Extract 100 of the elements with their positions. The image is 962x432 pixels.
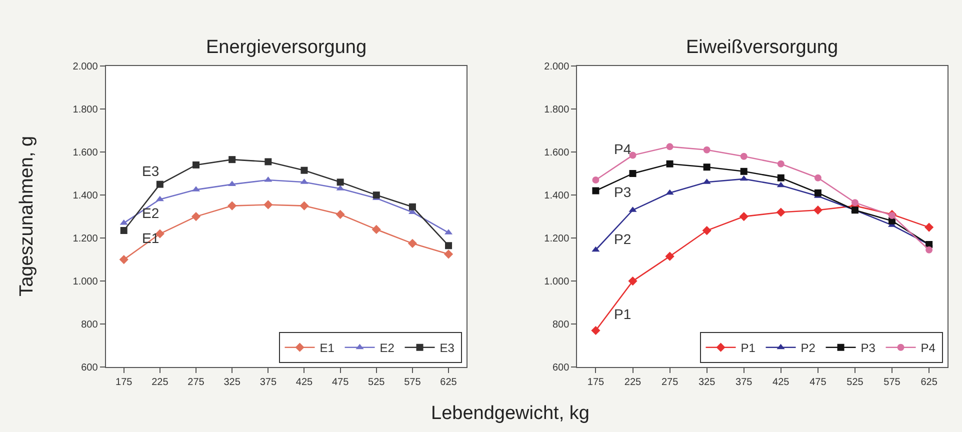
point: [408, 238, 418, 248]
x-tick-label: 275: [661, 377, 679, 388]
point: [445, 242, 452, 250]
point: [120, 227, 128, 234]
y-tick-label: 2.000: [72, 62, 98, 73]
annotation: P4: [614, 141, 632, 157]
point: [300, 166, 308, 174]
x-tick-label: 225: [152, 377, 169, 388]
y-tick-label: 1.400: [72, 190, 98, 202]
legend-label: E1: [320, 341, 335, 356]
point: [740, 152, 748, 160]
y-tick-label: 800: [552, 320, 570, 331]
x-tick-label: 425: [296, 377, 314, 388]
point: [703, 146, 710, 154]
y-tick-label: 1.200: [544, 234, 570, 245]
x-tick-label: 375: [260, 377, 277, 388]
point: [264, 158, 272, 166]
point: [372, 224, 381, 234]
point: [776, 208, 786, 217]
point: [776, 182, 785, 188]
y-axis-title: Tageszunahmen, g: [16, 136, 38, 296]
point: [814, 189, 822, 196]
point: [336, 178, 344, 186]
point: [592, 246, 600, 252]
point: [156, 180, 164, 188]
annotation: P2: [614, 231, 632, 247]
legend-label: E2: [380, 341, 395, 356]
point: [813, 206, 822, 215]
x-tick-label: 325: [698, 377, 716, 388]
point: [592, 187, 600, 194]
point: [372, 192, 380, 199]
point: [592, 176, 600, 184]
y-tick-label: 1.200: [72, 234, 98, 245]
point: [665, 252, 674, 261]
x-axis-title: Lebendgewicht, kg: [431, 403, 590, 424]
legend-label: P3: [860, 341, 876, 356]
annotation: E3: [142, 163, 160, 179]
x-tick-label: 425: [772, 377, 790, 388]
y-tick-label: 800: [81, 320, 98, 331]
x-tick-label: 575: [404, 377, 422, 388]
y-tick-label: 600: [552, 362, 570, 374]
point: [629, 152, 636, 159]
x-tick-label: 175: [587, 377, 604, 388]
y-tick-label: 1.600: [544, 148, 570, 159]
y-tick-label: 1.600: [72, 148, 98, 159]
annotation: E2: [142, 205, 160, 221]
point: [192, 161, 200, 168]
point: [628, 276, 638, 286]
point: [851, 199, 858, 206]
point: [228, 201, 237, 210]
legend-label: P2: [800, 341, 816, 356]
annotation: P1: [614, 306, 632, 322]
x-tick-label: 475: [332, 377, 350, 388]
point: [191, 212, 201, 222]
x-tick-label: 175: [116, 377, 133, 388]
x-tick-label: 575: [884, 377, 901, 388]
x-tick-label: 475: [810, 377, 827, 388]
y-tick-label: 1.000: [72, 276, 98, 288]
point: [740, 175, 748, 181]
y-tick-label: 600: [81, 362, 98, 374]
point: [666, 189, 674, 195]
point: [666, 143, 674, 150]
point: [300, 201, 309, 210]
chart-title: Eiweißversorgung: [686, 37, 838, 58]
point: [264, 200, 273, 210]
point: [924, 222, 934, 232]
legend-label: P4: [920, 341, 936, 356]
y-tick-label: 1.800: [544, 104, 570, 116]
point: [119, 255, 128, 264]
point: [777, 174, 784, 182]
x-tick-label: 525: [368, 377, 386, 388]
point: [336, 210, 345, 219]
point: [228, 156, 236, 164]
x-tick-label: 375: [736, 377, 753, 388]
point: [740, 168, 748, 175]
x-tick-label: 625: [920, 377, 938, 388]
chart-title: Energieversorgung: [206, 37, 367, 58]
point: [156, 196, 164, 202]
x-tick-label: 275: [188, 377, 205, 388]
x-tick-label: 625: [440, 377, 458, 388]
y-tick-label: 2.000: [544, 62, 570, 73]
x-tick-label: 325: [224, 377, 241, 388]
point: [777, 160, 784, 168]
legend-label: E3: [440, 341, 455, 356]
y-tick-label: 1.800: [72, 104, 98, 116]
annotation: P3: [614, 184, 632, 200]
point: [702, 226, 712, 236]
y-tick-label: 1.000: [544, 276, 570, 288]
point: [591, 326, 600, 336]
point: [666, 160, 674, 168]
point: [408, 203, 416, 210]
x-tick-label: 225: [624, 377, 642, 388]
point: [814, 174, 822, 182]
point: [926, 246, 933, 254]
point: [703, 164, 710, 171]
point: [444, 250, 454, 259]
point: [228, 180, 236, 186]
legend-label: P1: [740, 341, 756, 356]
point: [629, 170, 636, 178]
point: [739, 212, 748, 222]
